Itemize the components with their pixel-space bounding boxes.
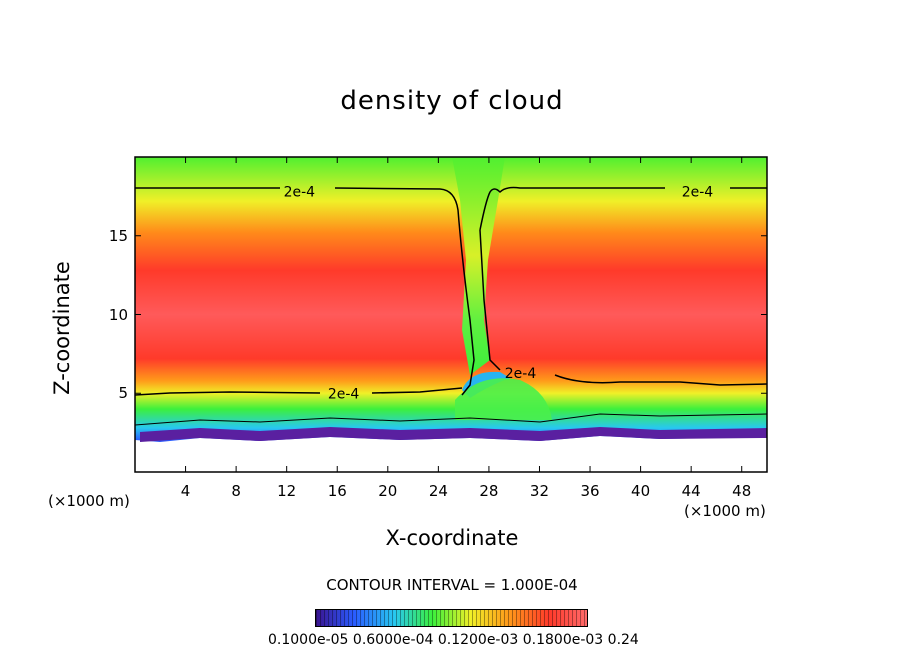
y-tick-label: 15 [108,226,128,245]
x-tick-label: 32 [529,482,550,500]
y-tick-marks [135,235,767,394]
x-tick-label: 4 [180,482,191,500]
cloud-base-band [140,427,767,442]
x-tick-label: 24 [428,482,448,500]
contour-line-lower-right [554,374,767,386]
contour-line-base [135,413,767,426]
updraft-column [452,157,505,375]
contour-label: 2e-4 [284,185,316,201]
x-tick-label: 12 [277,482,297,500]
colorbar [315,609,588,627]
x-axis-unit: (×1000 m) [684,502,766,520]
contour-line-upper-right [479,186,767,371]
chart-title: density of cloud [340,86,564,116]
x-tick-label: 44 [681,482,701,500]
x-tick-label: 36 [580,482,600,500]
contour-line-lower-left [135,387,463,396]
x-tick-label: 40 [631,482,651,500]
colorbar-labels: 0.1000e-05 0.6000e-04 0.1200e-03 0.1800e… [268,632,638,648]
contour-interval-text: CONTOUR INTERVAL = 1.000E-04 [326,576,578,594]
x-tick-label: 48 [732,482,752,500]
x-tick-label: 8 [231,482,241,500]
y-tick-label: 10 [108,305,128,324]
x-tick-label: 20 [378,482,398,500]
y-tick-label: 5 [118,384,128,403]
y-axis-label: Z-coordinate [50,261,74,395]
density-field [135,157,767,472]
y-axis-unit: (×1000 m) [48,492,130,510]
contour-labels: 2e-4 2e-4 2e-4 2e-4 [284,185,714,403]
x-tick-marks [185,157,743,472]
green-plume [455,378,552,420]
clear-air-region [135,436,767,472]
x-tick-label: 16 [327,482,347,500]
contour-line-upper-left [135,187,475,396]
contour-label: 2e-4 [328,386,360,402]
x-axis-label: X-coordinate [385,526,519,550]
contour-label: 2e-4 [505,366,537,382]
x-tick-label: 28 [479,482,499,500]
contour-label: 2e-4 [682,185,714,201]
